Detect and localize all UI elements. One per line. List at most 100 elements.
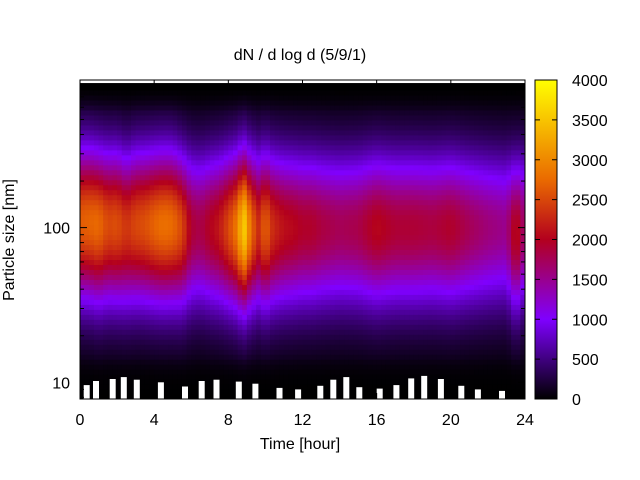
heatmap-cell [209,254,216,261]
heatmap-cell [311,334,318,340]
heatmap-cell [293,324,299,330]
heatmap-cell [219,209,225,216]
heatmap-cell [427,309,433,315]
heatmap-cell [358,184,364,191]
heatmap-cell [334,264,341,270]
heatmap-cell [399,289,406,295]
heatmap-cell [93,314,100,320]
heatmap-cell [98,384,104,390]
heatmap-cell [256,379,262,385]
heatmap-cell [130,149,137,156]
heatmap-cell [256,329,262,335]
heatmap-cell [223,114,229,121]
heatmap-cell [246,284,253,290]
heatmap-cell [256,289,262,295]
heatmap-cell [149,379,155,385]
heatmap-cell [288,394,294,399]
heatmap-cell [418,339,424,345]
heatmap-cell [251,374,257,380]
heatmap-cell [423,124,429,131]
heatmap-cell [334,159,341,166]
heatmap-cell [339,324,345,330]
heatmap-cell [149,174,155,181]
heatmap-cell [149,254,155,261]
heatmap-cell [130,99,137,106]
heatmap-cell [186,149,192,156]
heatmap-cell [195,389,202,395]
heatmap-cell [381,319,387,325]
heatmap-cell [117,239,123,246]
heatmap-cell [293,214,299,221]
heatmap-cell [293,99,299,106]
heatmap-cell [390,114,396,121]
heatmap-cell [297,144,304,151]
heatmap-cell [103,284,109,290]
heatmap-cell [237,224,243,231]
heatmap-cell [274,104,280,111]
heatmap-cell [436,184,443,191]
heatmap-cell [283,124,290,131]
heatmap-cell [112,244,118,251]
heatmap-cell [242,344,248,350]
heatmap-cell [311,314,318,320]
heatmap-cell [297,324,304,330]
heatmap-cell [358,319,364,325]
heatmap-cell [237,204,243,211]
heatmap-cell [237,104,243,111]
heatmap-cell [423,289,429,295]
heatmap-cell [89,174,95,181]
heatmap-cell [186,249,192,256]
heatmap-cell [376,289,382,295]
heatmap-cell [112,324,118,330]
heatmap-cell [121,269,127,275]
heatmap-cell [177,169,183,176]
heatmap-cell [130,104,137,111]
heatmap-cell [209,284,216,290]
heatmap-cell [390,104,396,111]
heatmap-cell [98,99,104,106]
heatmap-cell [191,304,197,310]
heatmap-cell [367,379,373,385]
heatmap-cell [381,104,387,111]
heatmap-cell [214,154,220,161]
heatmap-cell [399,224,406,231]
heatmap-cell [427,284,433,290]
heatmap-cell [80,184,86,191]
heatmap-cell [107,189,114,196]
heatmap-cell [163,189,169,196]
heatmap-cell [112,229,118,236]
heatmap-cell [209,359,216,365]
heatmap-cell [135,169,141,176]
heatmap-cell [395,219,401,226]
heatmap-cell [158,259,165,266]
heatmap-cell [163,349,169,355]
heatmap-cell [399,249,406,256]
heatmap-cell [205,334,211,340]
heatmap-cell [163,264,169,270]
heatmap-cell [172,119,178,126]
heatmap-cell [390,219,396,226]
heatmap-cell [93,154,100,161]
heatmap-cell [395,354,401,360]
heatmap-cell [228,149,234,156]
heatmap-cell [130,319,137,325]
heatmap-cell [372,209,378,216]
heatmap-cell [117,139,123,146]
heatmap-cell [293,254,299,261]
heatmap-cell [168,229,174,236]
heatmap-cell [376,94,382,101]
heatmap-cell [237,219,243,226]
heatmap-cell [256,349,262,355]
heatmap-cell [376,349,382,355]
heatmap-cell [399,324,406,330]
heatmap-cell [381,384,387,390]
heatmap-cell [307,184,313,191]
heatmap-cell [330,229,336,236]
heatmap-cell [163,94,169,101]
heatmap-cell [251,344,257,350]
heatmap-cell [214,219,220,226]
heatmap-cell [112,334,118,340]
heatmap-cell [246,104,253,111]
heatmap-cell [149,269,155,275]
heatmap-cell [251,329,257,335]
